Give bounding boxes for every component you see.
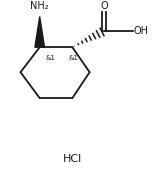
Text: &1: &1 [45, 55, 55, 61]
Text: &1: &1 [68, 55, 79, 61]
Text: HCl: HCl [63, 154, 82, 164]
Text: OH: OH [134, 26, 149, 36]
Text: NH₂: NH₂ [30, 1, 49, 11]
Text: O: O [100, 1, 108, 11]
Polygon shape [35, 16, 44, 47]
